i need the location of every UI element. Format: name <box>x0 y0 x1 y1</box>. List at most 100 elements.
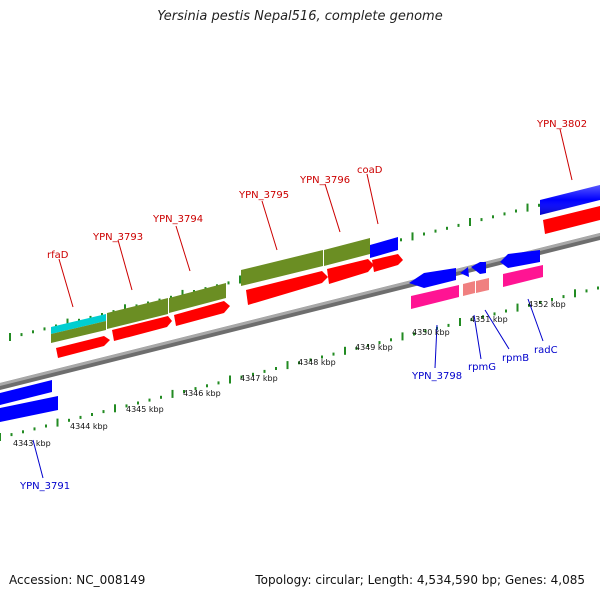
minor-tick <box>423 232 425 236</box>
label-rpmG[interactable]: rpmG <box>468 362 496 373</box>
minor-tick <box>206 384 208 388</box>
cds-YPN_3796[interactable] <box>327 259 374 284</box>
minor-tick <box>470 318 473 322</box>
cds-rfaD[interactable] <box>56 336 110 358</box>
kbp-label: 4350 kbp <box>412 328 450 337</box>
minor-tick <box>309 358 312 362</box>
major-tick <box>574 289 576 298</box>
minor-tick <box>22 430 24 434</box>
kbp-label: 4347 kbp <box>240 374 278 383</box>
minor-tick <box>562 295 565 299</box>
minor-tick <box>332 352 335 356</box>
kbp-label: 4343 kbp <box>13 439 51 448</box>
gene-box-YPN_3796[interactable] <box>324 238 370 266</box>
gene-box-coaD[interactable] <box>370 237 398 258</box>
cds-YPN_3802[interactable] <box>543 206 600 234</box>
label-YPN_3798[interactable]: YPN_3798 <box>411 371 462 382</box>
minor-tick <box>538 203 540 207</box>
forward-label-leaders <box>58 128 573 308</box>
label-YPN_3793[interactable]: YPN_3793 <box>92 232 143 243</box>
major-tick <box>344 346 346 355</box>
minor-tick <box>10 433 13 437</box>
minor-tick <box>493 312 496 316</box>
minor-tick <box>125 404 128 408</box>
minor-tick <box>101 313 103 316</box>
cds-rpmG[interactable] <box>463 281 475 296</box>
kbp-labels: 4343 kbp 4344 kbp 4345 kbp 4346 kbp 4347… <box>13 300 566 448</box>
minor-tick <box>252 372 254 376</box>
minor-tick <box>413 332 415 336</box>
cds-rpmB[interactable] <box>476 278 489 293</box>
minor-tick <box>263 369 266 373</box>
major-tick <box>181 289 184 298</box>
minor-tick <box>183 390 185 393</box>
major-tick <box>114 404 116 413</box>
label-rfaD[interactable]: rfaD <box>47 250 69 261</box>
gene-arrow-radC[interactable] <box>500 250 540 268</box>
cds-YPN_3794[interactable] <box>174 301 230 326</box>
label-YPN_3802[interactable]: YPN_3802 <box>536 119 587 130</box>
gene-box-YPN_3791-lower[interactable] <box>0 396 58 422</box>
kbp-label: 4346 kbp <box>183 389 221 398</box>
gene-box-YPN_3794[interactable] <box>169 283 226 313</box>
gene-box-YPN_3791[interactable] <box>0 380 52 405</box>
minor-tick <box>446 226 448 230</box>
cds-coaD[interactable] <box>372 254 403 272</box>
minor-tick <box>91 413 93 416</box>
minor-tick <box>78 318 80 322</box>
major-tick <box>239 275 241 284</box>
cds-YPN_3795[interactable] <box>246 271 328 305</box>
major-tick <box>171 389 174 398</box>
major-tick <box>229 375 231 384</box>
kbp-label: 4349 kbp <box>355 343 393 352</box>
major-tick <box>411 232 414 241</box>
minor-tick <box>20 333 23 337</box>
minor-tick <box>68 418 70 422</box>
minor-tick <box>447 323 450 327</box>
reverse-gene-labels: YPN_3791 YPN_3798 rpmG rpmB radC <box>19 345 558 492</box>
minor-tick <box>390 338 392 342</box>
minor-tick <box>148 398 151 402</box>
gene-box-YPN_3793[interactable] <box>107 298 168 329</box>
label-YPN_3791[interactable]: YPN_3791 <box>19 481 70 492</box>
map-title: Yersinia pestis Nepal516, complete genom… <box>157 9 443 24</box>
minor-tick <box>585 289 588 293</box>
cds-YPN_3793[interactable] <box>112 316 172 341</box>
minor-tick <box>102 410 105 414</box>
label-radC[interactable]: radC <box>534 345 558 356</box>
minor-tick <box>480 218 483 222</box>
minor-tick <box>217 381 220 385</box>
minor-tick <box>482 315 484 319</box>
minor-tick <box>434 229 437 233</box>
cds-YPN_3798[interactable] <box>411 285 459 309</box>
minor-tick <box>424 329 427 333</box>
minor-tick <box>79 415 82 419</box>
label-YPN_3794[interactable]: YPN_3794 <box>152 214 203 225</box>
major-tick <box>124 304 126 313</box>
cds-radC[interactable] <box>503 265 543 287</box>
minor-tick <box>321 355 323 359</box>
major-tick <box>0 433 1 441</box>
gene-arrow-YPN_3798[interactable] <box>409 268 456 288</box>
label-rpmB[interactable]: rpmB <box>502 353 529 364</box>
gene-box-YPN_3795[interactable] <box>241 250 323 286</box>
gene-box-rfaD-cyan[interactable] <box>51 314 106 334</box>
minor-tick <box>457 223 460 227</box>
minor-tick <box>505 309 507 313</box>
minor-tick <box>32 330 34 334</box>
gene-arrow-rpmG[interactable] <box>460 267 469 277</box>
genome-summary: Topology: circular; Length: 4,534,590 bp… <box>255 573 585 587</box>
gene-arrow-rpmB[interactable] <box>471 262 486 274</box>
label-coaD[interactable]: coaD <box>357 165 383 176</box>
label-YPN_3796[interactable]: YPN_3796 <box>299 175 350 186</box>
minor-tick <box>400 238 402 242</box>
minor-tick <box>515 209 517 213</box>
minor-tick <box>43 327 46 331</box>
label-YPN_3795[interactable]: YPN_3795 <box>238 190 289 201</box>
minor-tick <box>227 281 230 285</box>
gene-box-rfaD[interactable] <box>51 321 106 343</box>
major-tick <box>56 418 59 427</box>
minor-tick <box>160 395 162 399</box>
major-tick <box>66 318 69 327</box>
